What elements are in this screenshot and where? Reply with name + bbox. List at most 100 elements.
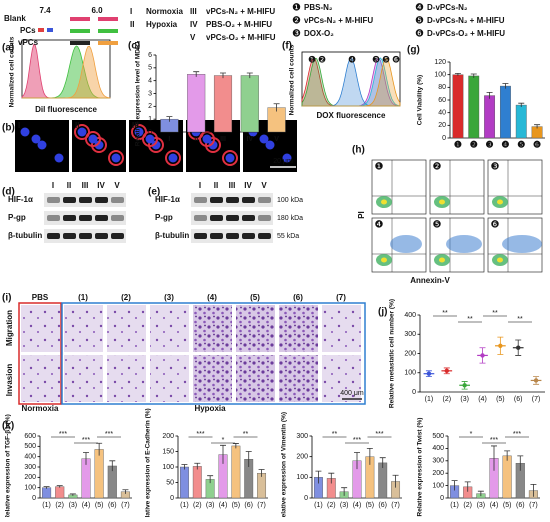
cell-nucleus	[259, 134, 269, 144]
image-label: III	[132, 121, 139, 130]
bar	[179, 466, 189, 499]
transwell-image	[322, 355, 361, 402]
legend-label: PBS-O₂ + M-HIFU	[206, 20, 272, 29]
y-tick-label: 0	[148, 129, 152, 136]
y-tick-label: 200	[162, 433, 174, 440]
x-tick-label: (7)	[529, 502, 538, 509]
bar	[378, 462, 388, 499]
row-label: Invasion	[5, 364, 14, 397]
y-tick-label: 150	[162, 448, 174, 455]
error-bar	[443, 367, 450, 375]
x-tick-label: (6)	[244, 502, 253, 509]
x-tick-label: (3)	[460, 396, 469, 403]
cell-nucleus	[151, 140, 161, 150]
apoptotic-cluster	[502, 235, 542, 253]
lane-label: II	[214, 181, 218, 190]
legend-label: vPCs-N₂ + M-HIFU	[206, 7, 275, 16]
x-tick-label: (3)	[477, 502, 486, 509]
transwell-image	[279, 355, 318, 402]
cell-membrane	[165, 150, 181, 166]
transwell-image	[279, 305, 318, 352]
x-tick-label: (5)	[503, 502, 512, 509]
significance-label: **	[332, 431, 338, 438]
lane-label: I	[199, 181, 201, 190]
error-bar	[504, 450, 511, 461]
peak-tag: ❻	[392, 54, 400, 64]
legend-label: Blank	[4, 14, 26, 23]
cell-nucleus	[134, 127, 144, 137]
significance-label: ***	[196, 431, 204, 438]
cell-cluster-core	[381, 257, 387, 263]
x-tick-label: (7)	[391, 502, 400, 509]
scale-label: 20 μm	[273, 158, 293, 165]
legend-swatch	[98, 17, 118, 21]
lane-label: III	[229, 181, 236, 190]
x-tick-label: (3)	[206, 502, 215, 509]
y-axis-label: Normalized cell counts	[289, 44, 296, 115]
legend-marker: ❺	[415, 16, 424, 27]
error-bar	[366, 448, 373, 465]
size-label: 100 kDa	[277, 197, 303, 204]
cell-cluster-core	[497, 199, 503, 205]
y-axis-label: Relative expression of E-Cadherin (%)	[145, 408, 152, 517]
blot-band	[111, 215, 124, 221]
significance-label: **	[243, 431, 249, 438]
y-tick-label: 1	[148, 116, 152, 123]
error-bar	[425, 370, 432, 377]
bar	[499, 85, 511, 139]
plot-tag: ❷	[433, 162, 442, 173]
y-tick-label: 200	[296, 454, 308, 461]
lane-label: IV	[244, 181, 252, 190]
cell-nucleus	[111, 153, 121, 163]
significance-label: **	[467, 316, 473, 323]
significance-label: ***	[375, 431, 383, 438]
bar	[515, 104, 527, 139]
x-tick-label: (2)	[463, 502, 472, 509]
blot-band	[95, 233, 108, 239]
row-label: β-tubulin	[155, 231, 189, 240]
error-bar	[486, 92, 493, 99]
error-bar	[220, 72, 226, 79]
x-tick-label: (3)	[340, 502, 349, 509]
legend-label: Normoxia	[146, 7, 183, 16]
transwell-image	[236, 355, 275, 402]
error-bar	[461, 381, 468, 390]
x-tick-label: (6)	[516, 502, 525, 509]
error-bar	[273, 103, 280, 112]
cell-nucleus	[20, 127, 30, 137]
cell-membrane	[142, 131, 158, 147]
error-bar	[56, 485, 63, 488]
error-bar	[166, 116, 173, 122]
panel-label: (i)	[2, 293, 11, 304]
legend-marker: III	[190, 7, 197, 16]
y-tick-label: 0	[412, 389, 416, 396]
error-bar	[491, 445, 497, 471]
y-tick-label: 60	[438, 97, 446, 104]
y-tick-label: 600	[24, 433, 36, 440]
error-bar	[517, 455, 524, 471]
plot-tag: ❸	[491, 162, 500, 173]
bar	[468, 75, 480, 139]
significance-label: **	[517, 316, 523, 323]
blot-band	[210, 215, 223, 221]
legend-label: PBS-N₂	[304, 3, 333, 12]
legend-marker: ❷	[292, 16, 301, 27]
blot-band	[258, 215, 271, 221]
cell-cluster-core	[497, 257, 503, 263]
error-bar	[497, 336, 504, 355]
error-bar	[464, 481, 471, 492]
transwell-image	[322, 305, 361, 352]
panel-label: (b)	[2, 123, 15, 134]
apoptotic-cluster	[446, 235, 482, 253]
blot-band	[47, 197, 60, 203]
blot-band	[79, 215, 92, 221]
error-bar	[194, 462, 201, 470]
y-tick-label: 0	[304, 495, 308, 502]
y-tick-label: 300	[404, 331, 416, 338]
image-label: II	[75, 121, 79, 130]
cell-membrane	[74, 124, 90, 140]
x-tick-label: II	[194, 136, 198, 143]
x-tick-label: ❶	[454, 139, 462, 149]
x-tick-label: (6)	[108, 502, 117, 509]
x-tick-label: (2)	[55, 502, 64, 509]
